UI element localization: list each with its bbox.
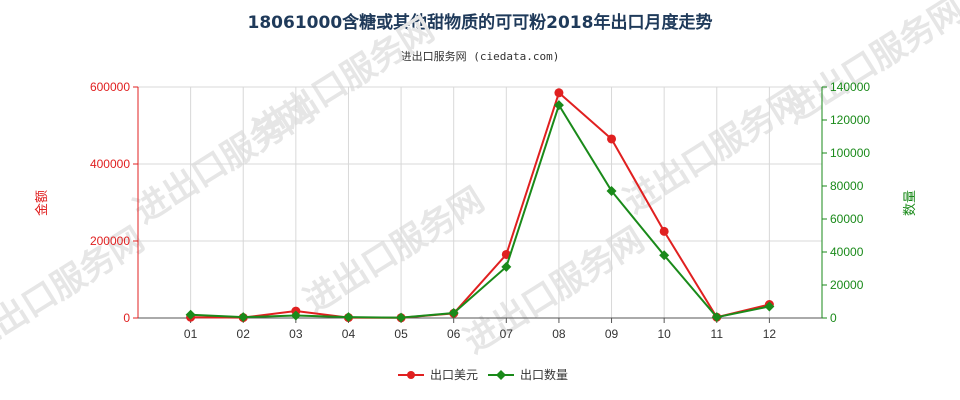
series-layer: [185, 88, 775, 323]
series-1-point: [659, 226, 669, 236]
x-tick-label: 08: [552, 327, 566, 341]
x-tick-label: 02: [237, 327, 251, 341]
left-axis-label: 金额: [34, 190, 50, 216]
right-tick-label: 120000: [830, 113, 870, 127]
chart-title: 18061000含糖或其他甜物质的可可粉2018年出口月度走势: [247, 13, 713, 33]
watermark-text: 进出口服务网: [777, 0, 960, 132]
legend: 出口美元 出口数量: [398, 367, 568, 382]
series-2-point: [659, 250, 670, 261]
series-1-point: [554, 88, 564, 98]
series-2-point: [711, 312, 722, 323]
x-tick-label: 09: [605, 327, 619, 341]
left-tick-label: 0: [123, 311, 130, 325]
legend-label-2: 出口数量: [520, 367, 568, 382]
left-tick-label: 200000: [90, 234, 130, 248]
x-tick-label: 04: [342, 327, 356, 341]
series-2-point: [396, 312, 407, 323]
left-tick-label: 600000: [90, 80, 130, 94]
x-tick-label: 10: [657, 327, 671, 341]
legend-marker-1: [407, 371, 415, 379]
series-2-point: [290, 310, 301, 321]
series-2-point: [501, 261, 512, 272]
right-tick-label: 60000: [830, 212, 864, 226]
chart-subtitle: 进出口服务网 (ciedata.com): [400, 50, 560, 63]
right-axis-label: 数量: [903, 190, 918, 216]
x-tick-label: 12: [763, 327, 777, 341]
series-2-point: [238, 312, 249, 323]
series-2-point: [185, 309, 196, 320]
series-line-2: [190, 102, 770, 319]
right-tick-label: 80000: [830, 179, 864, 193]
right-tick-label: 0: [830, 311, 837, 325]
series-2-point: [343, 312, 354, 323]
right-tick-label: 140000: [830, 80, 870, 94]
axes: [137, 87, 823, 319]
series-2-point: [448, 308, 459, 319]
right-tick-label: 100000: [830, 146, 870, 160]
x-axis-ticks: 01 02 03 04 05 06 07 08 09 10 11 12: [184, 318, 776, 341]
series-line-1: [190, 91, 770, 319]
legend-marker-2: [496, 370, 506, 380]
right-axis-ticks: 0 20000 40000 60000 80000 100000 120000 140000: [822, 80, 870, 325]
series-2-point: [553, 100, 564, 111]
series-1-point: [607, 134, 617, 144]
legend-label-1: 出口美元: [430, 368, 478, 382]
watermark-layer: 进出口服务网进出口服务网进出口服务网进出口服务网进出口服务网进出口服务网进出口服…: [0, 0, 960, 362]
x-tick-label: 11: [711, 327, 724, 341]
watermark-text: 进出口服务网: [247, 10, 441, 152]
x-tick-label: 05: [394, 327, 408, 341]
series-2-point: [764, 301, 775, 312]
right-tick-label: 20000: [830, 278, 864, 292]
watermark-text: 进出口服务网: [297, 180, 491, 322]
x-tick-label: 03: [289, 327, 303, 341]
series-2-point: [606, 185, 617, 196]
left-axis-ticks: 0 200000 400000 600000: [90, 80, 138, 325]
x-tick-label: 06: [447, 327, 461, 341]
x-tick-label: 07: [500, 327, 514, 341]
right-tick-label: 40000: [830, 245, 864, 259]
left-tick-label: 400000: [90, 157, 130, 171]
x-tick-label: 01: [184, 327, 198, 341]
